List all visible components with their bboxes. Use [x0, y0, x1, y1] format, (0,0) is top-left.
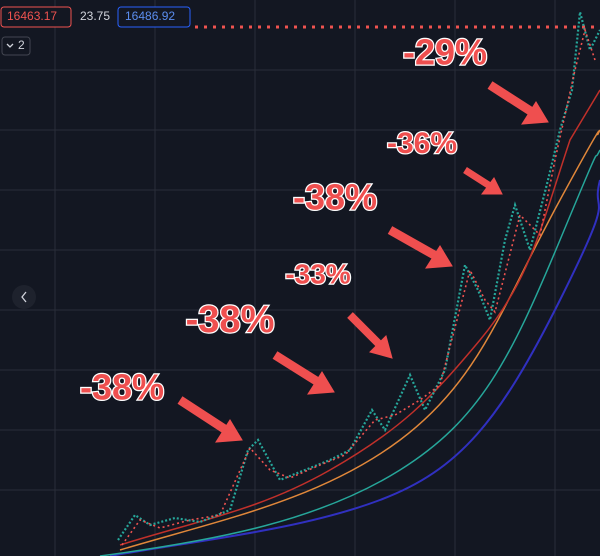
toolbar: 16463.17 23.75 16486.92 2 — [0, 6, 191, 56]
annotation: -38% — [186, 299, 275, 341]
moving-average — [109, 179, 600, 556]
bid: 16463.17 — [7, 9, 57, 23]
arrows — [177, 81, 549, 443]
candlesticks — [117, 11, 600, 541]
indicator-count: 2 — [18, 38, 25, 52]
annotation: -38% — [80, 367, 164, 408]
annotation: -33% — [285, 258, 350, 289]
ask-box[interactable] — [117, 6, 191, 28]
candlesticks — [121, 27, 596, 546]
chevron-icon — [6, 43, 14, 48]
scroll-left-button[interactable] — [12, 285, 36, 309]
ask: 16486.92 — [125, 9, 175, 23]
moving-average — [99, 149, 600, 556]
bid-box[interactable] — [0, 6, 72, 28]
annotation: -29% — [403, 32, 487, 73]
indicator-toggle[interactable] — [1, 36, 31, 56]
annotation: -38% — [293, 177, 377, 218]
moving-average — [119, 89, 600, 546]
spread: 23.75 — [80, 9, 110, 23]
chevron-icon — [21, 291, 27, 303]
annotation: -36% — [387, 127, 457, 160]
moving-average — [119, 129, 600, 551]
